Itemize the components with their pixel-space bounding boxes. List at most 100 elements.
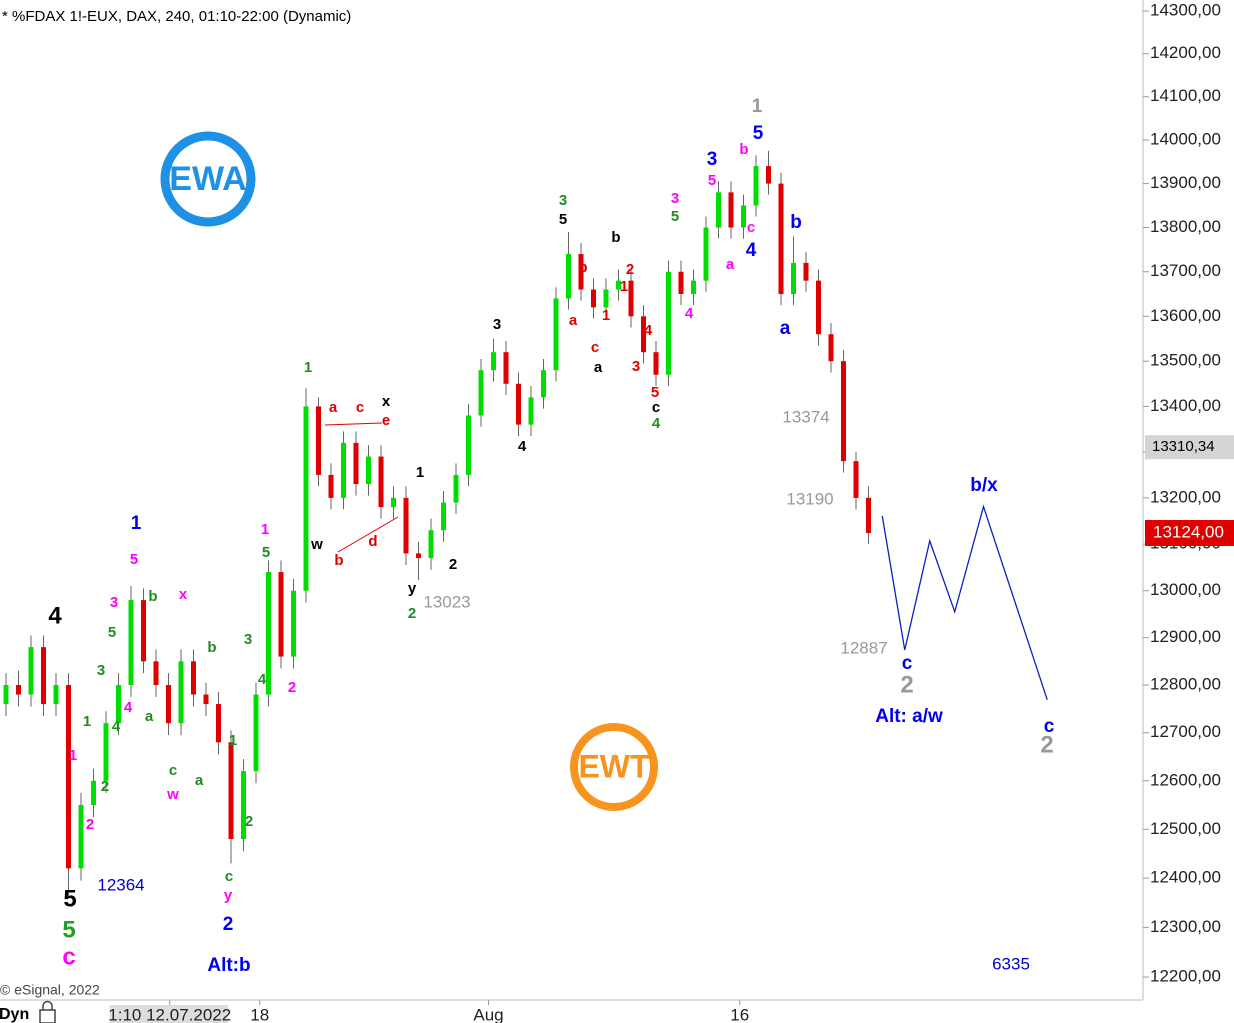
candle-body — [378, 456, 384, 508]
y-tick-label: 13000,00 — [1150, 580, 1221, 599]
wave-label: 3 — [632, 358, 640, 375]
wave-label: y — [408, 580, 417, 597]
wave-label: 3 — [707, 149, 718, 170]
candle-body — [703, 227, 709, 281]
x-tick-highlight — [109, 1005, 228, 1023]
wave-label: 4 — [685, 305, 694, 322]
wave-label: 2 — [101, 778, 109, 795]
wave-label: 13190 — [786, 489, 833, 508]
y-tick-label: 13600,00 — [1150, 306, 1221, 325]
wave-label: 13374 — [782, 407, 829, 426]
candle-body — [853, 461, 859, 498]
wave-label: b — [739, 141, 748, 158]
y-tick-label: 12900,00 — [1150, 627, 1221, 646]
x-tick-label: 1:10 12.07.2022 — [108, 1005, 231, 1023]
wave-label: 4 — [644, 322, 653, 339]
y-tick-label: 12200,00 — [1150, 967, 1221, 986]
wave-label: 2 — [626, 261, 634, 278]
candle-body — [391, 497, 396, 508]
wave-label: w — [310, 536, 323, 553]
candle-body — [741, 205, 746, 228]
x-tick-label: Aug — [473, 1005, 503, 1023]
wave-label: c — [591, 339, 599, 356]
candle-body — [653, 352, 659, 375]
last-price-label: 13124,00 — [1153, 522, 1224, 541]
candle-body — [516, 383, 521, 425]
candle-body — [466, 415, 471, 475]
wave-label: 2 — [1040, 731, 1053, 758]
candle-body — [341, 442, 346, 498]
ewt-logo-text: EWT — [578, 748, 650, 784]
wave-label: a — [195, 772, 204, 789]
candle-body — [3, 685, 9, 705]
candle-body — [153, 661, 159, 686]
wave-label: 3 — [671, 190, 679, 207]
wave-label: 3 — [244, 631, 252, 648]
wave-label: b — [790, 212, 802, 233]
wave-label: 4 — [518, 438, 527, 455]
candle-body — [416, 553, 421, 559]
candle-body — [203, 694, 209, 705]
mode-label: Dyn — [0, 1006, 29, 1023]
wave-label: c — [902, 653, 913, 674]
y-tick-label: 13500,00 — [1150, 351, 1221, 370]
candle-body — [66, 685, 71, 869]
y-tick-label: 13800,00 — [1150, 217, 1221, 236]
candle-body — [716, 192, 721, 228]
candle-body — [841, 361, 846, 462]
wave-label: 2 — [900, 671, 913, 698]
candle-body — [53, 685, 59, 705]
wave-label: Alt:b — [207, 955, 250, 976]
candle-body — [178, 661, 184, 724]
candle-body — [228, 742, 234, 840]
y-tick-label: 13400,00 — [1150, 396, 1221, 415]
y-tick-label: 14000,00 — [1150, 129, 1221, 148]
wave-label: 3 — [110, 594, 118, 611]
wave-label: c — [62, 943, 75, 970]
candle-body — [253, 694, 259, 772]
candle-body — [328, 474, 334, 498]
wave-label: 5 — [262, 544, 270, 561]
wave-label: 2 — [86, 816, 94, 833]
logos: EWA EWT — [160, 131, 658, 811]
candle-body — [453, 474, 459, 503]
wave-label: 3 — [97, 662, 105, 679]
candle-body — [553, 298, 559, 371]
candle-body — [16, 685, 21, 695]
candle-body — [166, 685, 171, 724]
wave-label: 4 — [112, 718, 121, 735]
wave-label: 4 — [48, 602, 62, 629]
candle-body — [616, 280, 621, 290]
triangle-line — [324, 422, 383, 426]
wave-label: 2 — [223, 914, 234, 935]
wave-label: 5 — [63, 885, 76, 912]
wave-label: c — [169, 762, 177, 779]
wave-label: x — [382, 393, 391, 410]
candle-body — [303, 406, 309, 591]
y-tick-label: 12400,00 — [1150, 868, 1221, 887]
wave-label: 3 — [559, 192, 567, 209]
candle-body — [128, 600, 134, 686]
y-axis-panel — [1143, 0, 1234, 1000]
wave-label: 1 — [229, 732, 237, 749]
wave-label: 5 — [62, 916, 75, 943]
ewa-logo-text: EWA — [169, 160, 246, 198]
y-tick-label: 13900,00 — [1150, 173, 1221, 192]
wave-label: 2 — [449, 556, 457, 573]
wave-label: 5 — [651, 384, 659, 401]
y-tick-label: 12600,00 — [1150, 770, 1221, 789]
wave-label: b — [207, 639, 216, 656]
candle-body — [791, 262, 796, 294]
candle-body — [678, 271, 684, 294]
footer: © eSignal, 2022 — [0, 982, 100, 998]
y-tick-label: 12700,00 — [1150, 722, 1221, 741]
candle-body — [666, 271, 671, 375]
candle-body — [266, 572, 271, 695]
wave-label: y — [224, 887, 233, 904]
candle-body — [78, 804, 84, 869]
wave-label: 1 — [83, 713, 91, 730]
plot-area — [3, 150, 1048, 896]
wave-label: c — [356, 399, 364, 416]
wave-label: a — [145, 708, 154, 725]
